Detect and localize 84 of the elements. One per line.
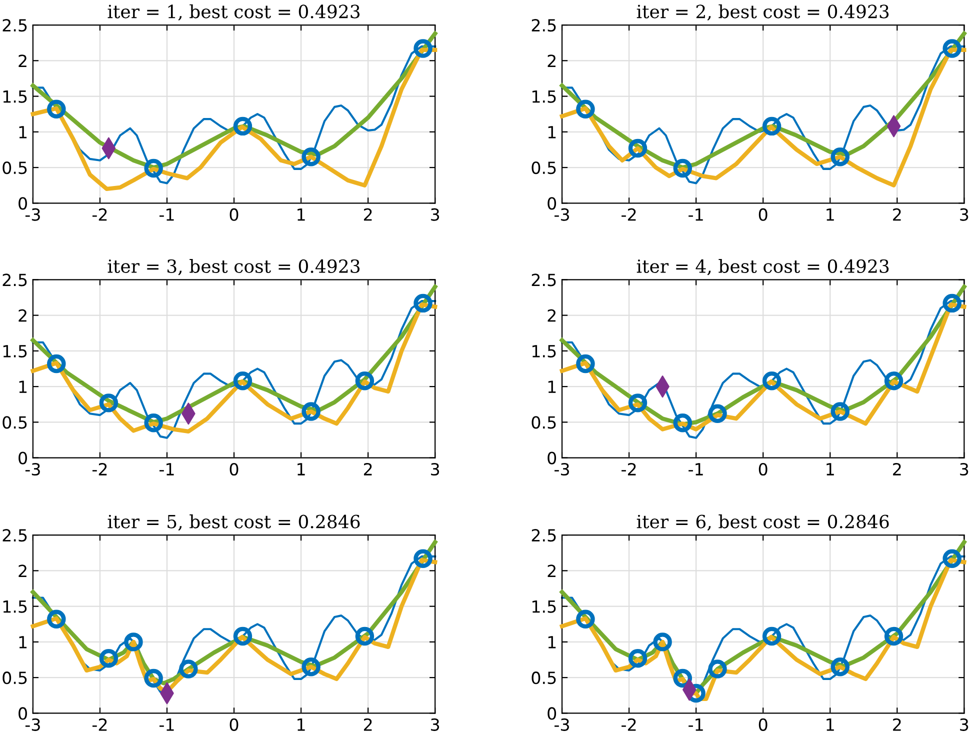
y-tick-label: 0 xyxy=(18,707,27,720)
x-tick-label: -2 xyxy=(92,462,107,476)
x-tick-label: -1 xyxy=(688,718,703,731)
chart-title: iter = 4, best cost = 0.4923 xyxy=(636,259,889,276)
y-tick-label: 0.5 xyxy=(532,161,556,174)
y-tick-label: 1.5 xyxy=(3,600,27,613)
x-tick-label: 0 xyxy=(230,462,238,476)
x-tick-label: 1 xyxy=(826,463,834,476)
y-tick-label: 1 xyxy=(548,636,556,648)
x-tick-label: 3 xyxy=(960,718,968,731)
x-tick-label: -3 xyxy=(554,462,569,476)
y-tick-label: 2 xyxy=(18,564,26,578)
x-tick-label: 0 xyxy=(758,718,768,731)
x-tick-label: 3 xyxy=(431,208,440,221)
x-tick-label: -2 xyxy=(92,718,107,731)
x-tick-label: -3 xyxy=(25,208,40,221)
y-tick-label: 1.5 xyxy=(532,345,556,358)
y-tick-label: 1 xyxy=(548,380,556,393)
x-tick-label: -2 xyxy=(622,718,636,731)
chart-title: iter = 5, best cost = 0.2846 xyxy=(108,514,360,531)
y-tick-label: 2 xyxy=(548,564,556,578)
x-tick-label: 2 xyxy=(364,718,372,731)
x-tick-label: 3 xyxy=(431,462,440,476)
x-tick-label: -2 xyxy=(92,208,107,221)
x-tick-label: 2 xyxy=(364,462,372,476)
y-tick-label: 0 xyxy=(18,197,27,210)
y-tick-label: 2.5 xyxy=(2,18,27,32)
x-tick-label: 0 xyxy=(758,462,768,476)
y-tick-label: 0.5 xyxy=(532,672,556,684)
chart-title: iter = 2, best cost = 0.4923 xyxy=(636,4,889,21)
y-tick-label: 2.5 xyxy=(2,274,27,286)
x-tick-label: 0 xyxy=(230,718,238,731)
y-tick-label: 1.5 xyxy=(532,600,556,613)
y-tick-label: 2.5 xyxy=(2,529,27,542)
y-tick-label: 0.5 xyxy=(2,161,27,174)
x-tick-label: -1 xyxy=(160,463,174,476)
x-tick-label: -2 xyxy=(622,462,636,476)
x-tick-label: -3 xyxy=(554,718,569,731)
x-tick-label: -3 xyxy=(554,208,569,221)
y-tick-label: 1 xyxy=(19,636,27,648)
y-tick-label: 0.5 xyxy=(532,416,556,429)
x-tick-label: 3 xyxy=(960,208,968,221)
y-tick-label: 2 xyxy=(548,54,556,67)
x-tick-label: -3 xyxy=(25,462,40,476)
y-tick-label: 1.5 xyxy=(3,90,27,103)
chart-title: iter = 6, best cost = 0.2846 xyxy=(636,514,889,531)
x-tick-label: 1 xyxy=(298,718,305,731)
y-tick-label: 0.5 xyxy=(2,416,27,429)
x-tick-label: 1 xyxy=(298,208,305,221)
y-tick-label: 2.5 xyxy=(532,529,556,542)
y-tick-label: 2 xyxy=(548,309,556,322)
x-tick-label: 2 xyxy=(893,718,901,731)
y-tick-label: 2 xyxy=(18,309,26,322)
x-tick-label: 3 xyxy=(960,462,968,476)
y-tick-label: 0 xyxy=(548,452,556,464)
y-tick-label: 2.5 xyxy=(532,274,556,286)
x-tick-label: 2 xyxy=(893,462,901,476)
x-tick-label: -3 xyxy=(25,718,40,731)
y-tick-label: 1 xyxy=(19,380,27,393)
x-tick-label: 2 xyxy=(364,208,372,221)
y-tick-label: 0 xyxy=(548,707,556,720)
y-tick-label: 2.5 xyxy=(532,18,556,32)
x-tick-label: 1 xyxy=(826,208,834,221)
y-tick-label: 1 xyxy=(548,126,556,138)
x-tick-label: 2 xyxy=(893,208,901,221)
chart-title: iter = 1, best cost = 0.4923 xyxy=(108,4,360,21)
x-tick-label: 1 xyxy=(298,463,305,476)
x-tick-label: -1 xyxy=(160,208,174,221)
y-tick-label: 0 xyxy=(18,452,27,464)
y-tick-label: 0 xyxy=(548,197,556,210)
y-tick-label: 1.5 xyxy=(3,345,27,358)
y-tick-label: 1.5 xyxy=(532,90,556,103)
x-tick-label: 1 xyxy=(826,718,834,731)
x-tick-label: 0 xyxy=(230,208,238,221)
x-tick-label: -1 xyxy=(688,208,703,221)
x-tick-label: -2 xyxy=(622,208,636,221)
x-tick-label: -1 xyxy=(688,463,703,476)
x-tick-label: -1 xyxy=(160,718,174,731)
x-tick-label: 3 xyxy=(431,718,440,731)
y-tick-label: 2 xyxy=(18,54,26,67)
y-tick-label: 0.5 xyxy=(2,672,27,684)
x-tick-label: 0 xyxy=(758,208,768,221)
y-tick-label: 1 xyxy=(19,126,27,138)
chart-title: iter = 3, best cost = 0.4923 xyxy=(108,259,360,276)
